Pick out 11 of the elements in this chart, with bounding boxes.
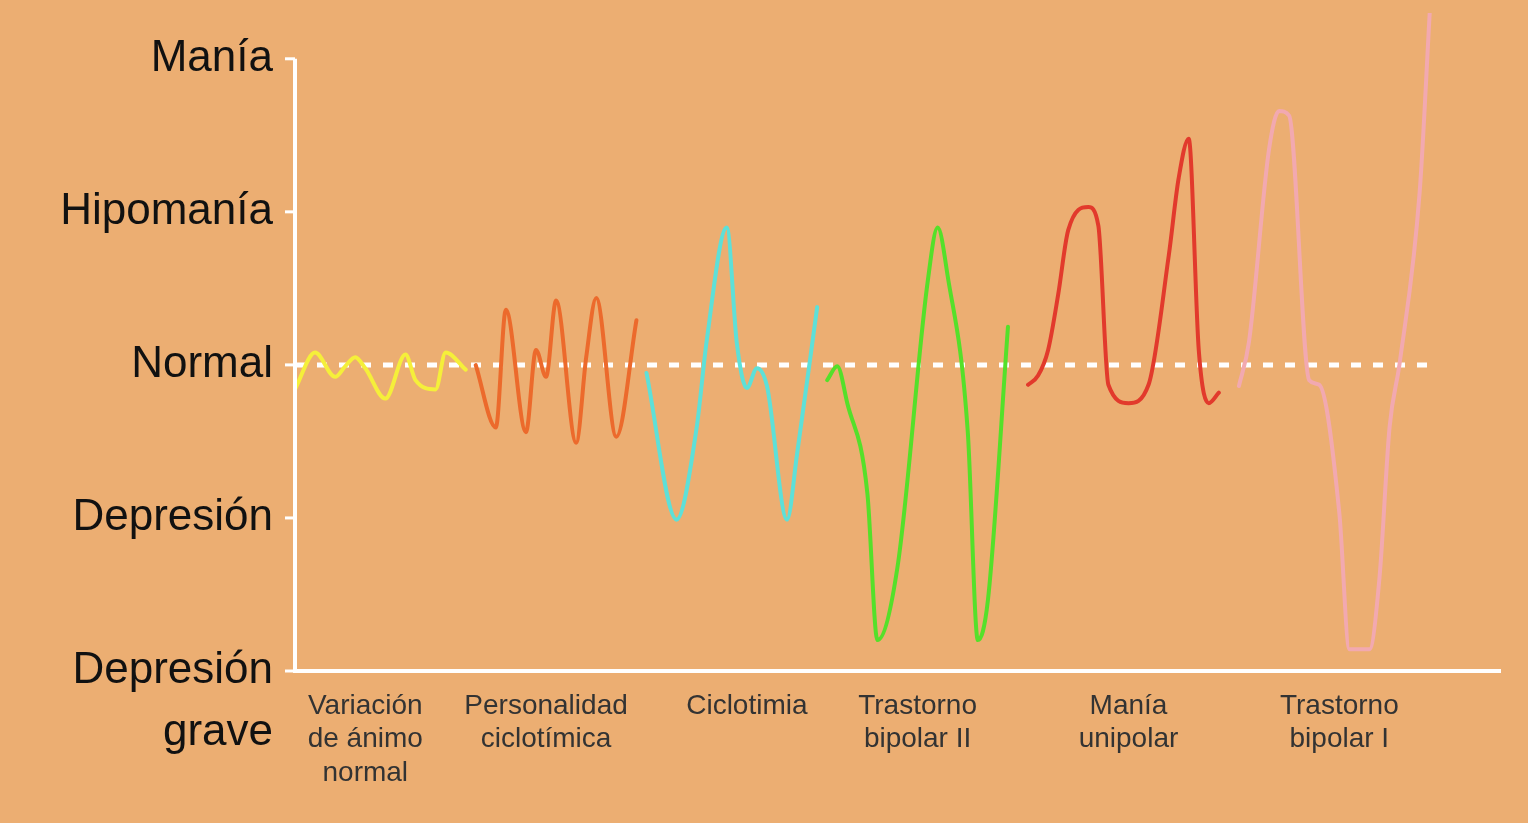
- text: Depresión: [72, 490, 273, 540]
- text: Normal: [131, 337, 273, 387]
- x-tick-label: Trastorno bipolar II: [858, 688, 977, 754]
- x-tick-label: Ciclotimia: [686, 688, 808, 720]
- text: Depresión grave: [72, 643, 273, 755]
- text: Hipomanía: [60, 183, 274, 233]
- text: Manía: [150, 30, 274, 80]
- x-tick-label: Manía unipolar: [1078, 688, 1179, 754]
- x-tick-label: Personalidad ciclotímica: [464, 688, 628, 754]
- x-tick-label: Variación de ánimo normal: [307, 688, 423, 787]
- x-tick-label: Trastorno bipolar I: [1279, 688, 1399, 754]
